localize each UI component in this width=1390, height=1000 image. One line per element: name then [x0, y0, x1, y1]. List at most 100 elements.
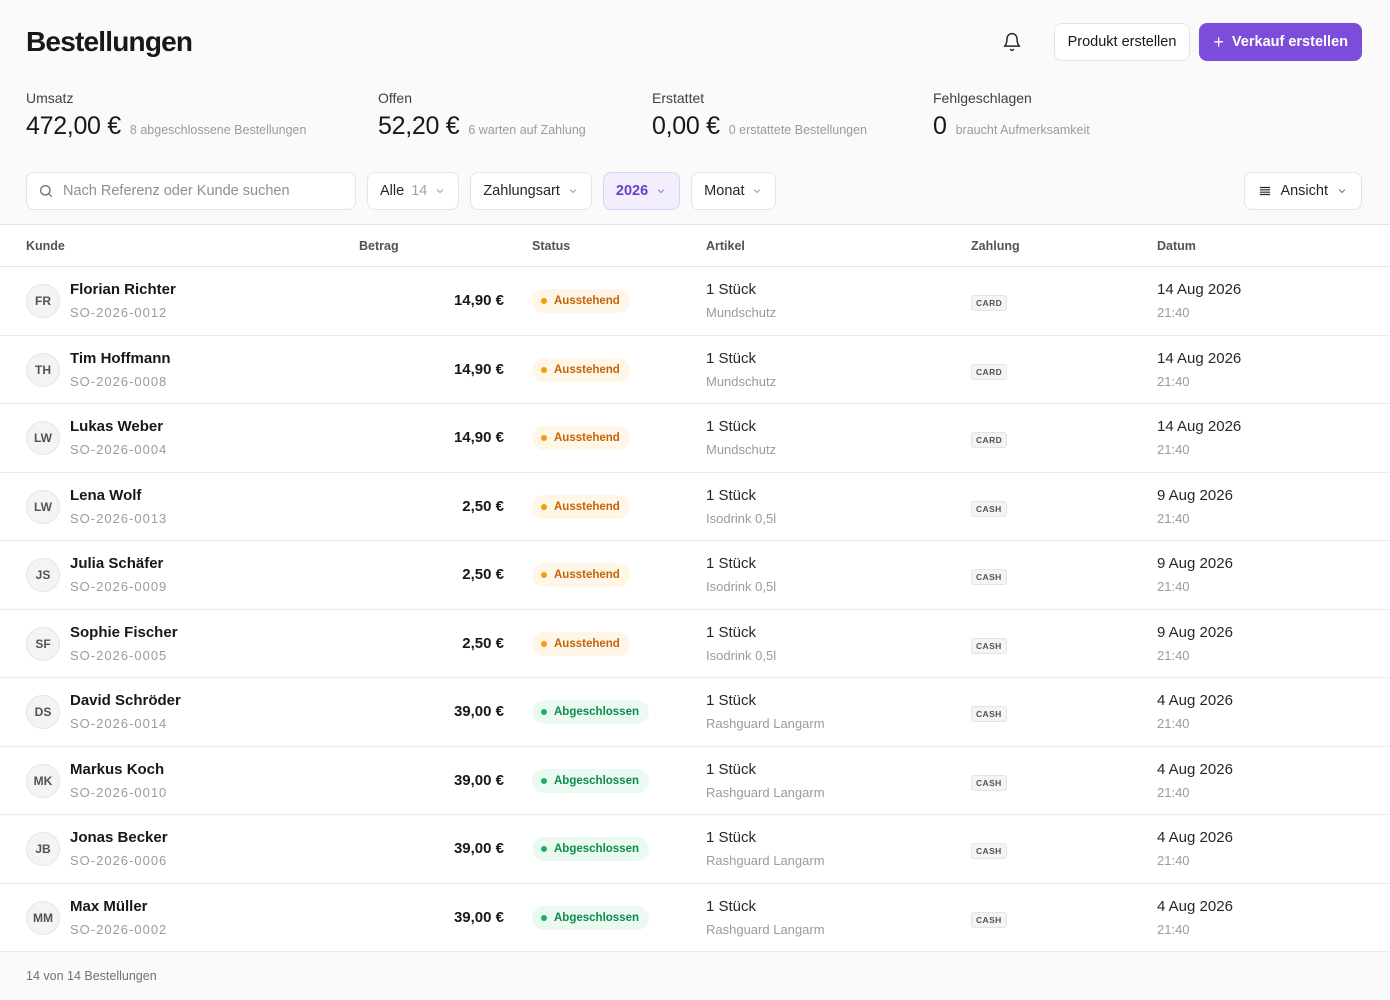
payment-filter[interactable]: Zahlungsart — [470, 172, 592, 210]
status-label: Abgeschlossen — [554, 911, 639, 924]
order-amount: 39,00 € — [453, 840, 504, 857]
chevron-down-icon — [1336, 185, 1348, 197]
table-row[interactable]: DS David Schröder SO-2026-0014 39,00 € Abges… — [0, 678, 1390, 747]
table-footer-summary: 14 von 14 Bestellungen — [26, 969, 157, 983]
year-filter-label: 2026 — [615, 183, 649, 199]
table-row[interactable]: LW Lena Wolf SO-2026-0013 2,50 € Ausstehend 1… — [0, 472, 1390, 541]
stat-sub: 0 erstattete Bestellungen — [728, 123, 868, 137]
create-sale-button[interactable]: + Verkauf erstellen — [1199, 23, 1362, 61]
status-dot — [541, 640, 547, 647]
avatar: MK — [26, 763, 60, 798]
avatar: LW — [26, 421, 60, 455]
order-reference: SO-2026-0006 — [70, 853, 168, 868]
item-quantity: 1 Stück — [706, 897, 757, 915]
stat-failed: Fehlgeschlagen 0 braucht Aufmerksamkeit — [933, 90, 1090, 141]
orders-table: Kunde Betrag Status Artikel Zahlung Datu… — [0, 224, 1390, 952]
column-header-payment[interactable]: Zahlung — [971, 239, 1020, 253]
table-row[interactable]: MK Markus Koch SO-2026-0010 39,00 € Abgeschl… — [0, 746, 1390, 815]
item-quantity: 1 Stück — [706, 486, 757, 504]
item-product: Rashguard Langarm — [706, 716, 825, 731]
status-dot — [541, 914, 547, 921]
order-reference: SO-2026-0005 — [70, 647, 168, 663]
item-quantity: 1 Stück — [706, 555, 757, 572]
item-quantity: 1 Stück — [706, 623, 757, 641]
item-quantity: 1 Stück — [706, 281, 757, 298]
order-time: 21:40 — [1157, 784, 1190, 800]
avatar: JS — [26, 558, 60, 592]
notifications-button[interactable] — [993, 23, 1031, 61]
status-filter-count: 14 — [411, 183, 428, 199]
customer-name: Julia Schäfer — [70, 555, 164, 572]
status-dot — [541, 846, 547, 852]
table-row[interactable]: MM Max Müller SO-2026-0002 39,00 € Abgeschlo… — [0, 883, 1390, 952]
page-header: Bestellungen Produkt erstellen + Verkauf… — [26, 22, 1362, 62]
payment-method-badge: CASH — [971, 843, 1007, 859]
create-product-button[interactable]: Produkt erstellen — [1053, 23, 1191, 61]
table-row[interactable]: FR Florian Richter SO-2026-0012 14,90 € Auss… — [0, 267, 1390, 336]
create-sale-label: Verkauf erstellen — [1231, 34, 1348, 50]
chevron-down-icon — [751, 185, 763, 197]
status-label: Ausstehend — [554, 295, 620, 307]
payment-method-badge: CASH — [971, 569, 1007, 585]
order-amount: 2,50 € — [462, 566, 504, 583]
item-product: Mundschutz — [706, 442, 777, 457]
customer-name: Jonas Becker — [70, 829, 168, 846]
page-title: Bestellungen — [26, 26, 193, 57]
stat-value: 52,20 € — [378, 112, 460, 140]
search-input[interactable] — [63, 183, 344, 199]
customer-name: Sophie Fischer — [70, 623, 178, 641]
column-header-items[interactable]: Artikel — [706, 239, 745, 253]
order-time: 21:40 — [1157, 510, 1190, 526]
customer-name: Lukas Weber — [70, 418, 164, 435]
stat-label: Offen — [378, 90, 412, 106]
order-reference: SO-2026-0008 — [70, 373, 168, 389]
order-time: 21:40 — [1157, 373, 1190, 389]
stat-label: Umsatz — [26, 90, 74, 106]
table-row[interactable]: SF Sophie Fischer SO-2026-0005 2,50 € Ausste… — [0, 609, 1390, 678]
status-dot — [541, 503, 547, 510]
column-header-date[interactable]: Datum — [1157, 239, 1196, 253]
view-options-button[interactable]: Ansicht — [1244, 172, 1362, 210]
view-options-label: Ansicht — [1280, 183, 1328, 199]
status-badge: Abgeschlossen — [532, 837, 649, 861]
customer-name: Tim Hoffmann — [70, 349, 171, 367]
header-actions: Produkt erstellen + Verkauf erstellen — [993, 23, 1362, 61]
table-row[interactable]: JS Julia Schäfer SO-2026-0009 2,50 € Aussteh… — [0, 541, 1390, 610]
avatar: SF — [26, 626, 60, 661]
stat-revenue: Umsatz 472,00 € 8 abgeschlossene Bestell… — [26, 90, 306, 141]
table-row[interactable]: LW Lukas Weber SO-2026-0004 14,90 € Ausstehe… — [0, 404, 1390, 473]
stat-open: Offen 52,20 € 6 warten auf Zahlung — [378, 90, 586, 141]
bell-icon — [1003, 32, 1020, 52]
table-row[interactable]: JB Jonas Becker SO-2026-0006 39,00 € Abgesch… — [0, 815, 1390, 884]
order-date: 4 Aug 2026 — [1157, 829, 1233, 846]
status-dot — [541, 709, 547, 715]
order-time: 21:40 — [1157, 716, 1190, 731]
customer-name: Lena Wolf — [70, 486, 142, 504]
item-quantity: 1 Stück — [706, 418, 757, 435]
payment-method-badge: CASH — [971, 637, 1007, 654]
order-amount: 14,90 € — [453, 360, 504, 378]
search-box[interactable] — [26, 172, 356, 210]
item-product: Isodrink 0,5l — [706, 510, 777, 526]
status-badge: Abgeschlossen — [532, 700, 649, 724]
avatar: DS — [26, 695, 60, 729]
status-dot — [541, 777, 547, 784]
avatar: TH — [26, 352, 60, 387]
stat-label: Erstattet — [652, 90, 705, 106]
item-product: Rashguard Langarm — [706, 784, 825, 800]
status-filter[interactable]: Alle 14 — [367, 172, 460, 210]
order-amount: 14,90 € — [453, 292, 504, 309]
chevron-down-icon — [655, 185, 667, 197]
search-icon — [40, 185, 52, 197]
month-filter[interactable]: Monat — [691, 172, 777, 210]
table-row[interactable]: TH Tim Hoffmann SO-2026-0008 14,90 € Aussteh… — [0, 335, 1390, 404]
year-filter[interactable]: 2026 — [602, 172, 681, 210]
item-quantity: 1 Stück — [706, 692, 757, 709]
status-label: Ausstehend — [554, 569, 620, 581]
column-header-customer[interactable]: Kunde — [26, 239, 65, 253]
status-badge: Abgeschlossen — [532, 905, 649, 930]
column-header-amount[interactable]: Betrag — [359, 239, 399, 253]
column-header-status[interactable]: Status — [532, 239, 571, 253]
order-date: 14 Aug 2026 — [1157, 349, 1242, 367]
order-date: 14 Aug 2026 — [1157, 281, 1242, 298]
